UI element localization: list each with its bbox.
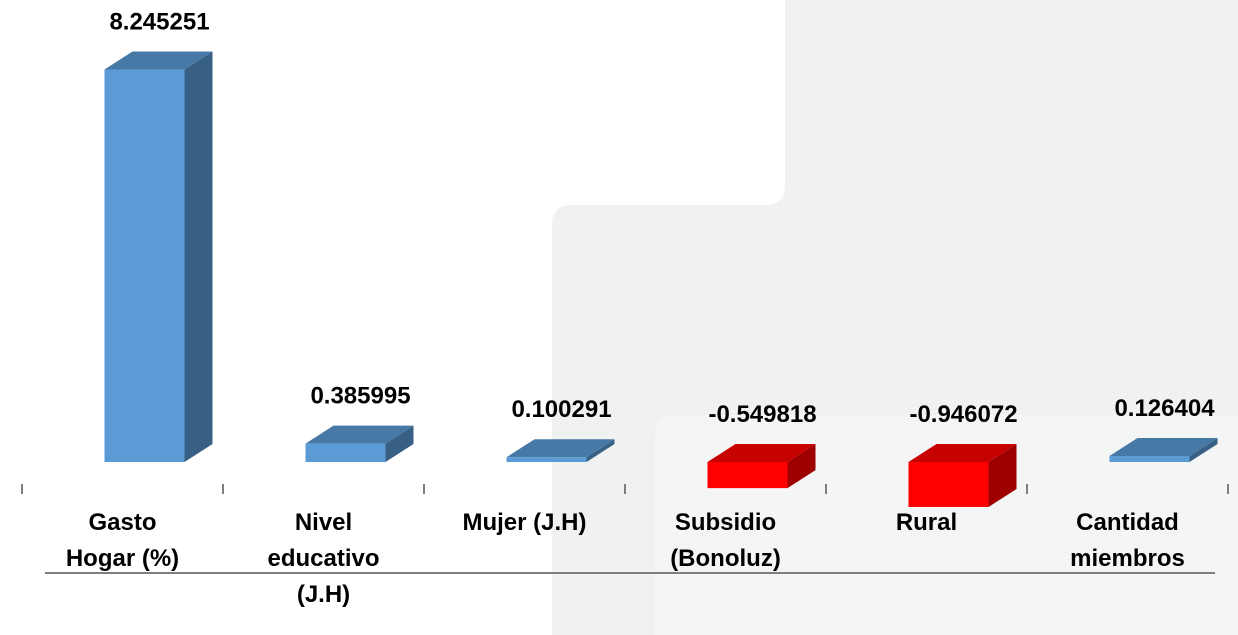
bar-top <box>305 425 414 444</box>
x-tick-label: Mujer (J.H) <box>462 509 587 536</box>
bar-top <box>908 444 1017 462</box>
x-tick-label: Rural <box>895 509 958 536</box>
value-label: 0.100291 <box>511 396 611 423</box>
value-label: 0.126404 <box>1114 395 1215 422</box>
bar <box>305 425 414 462</box>
bar-top <box>104 51 213 70</box>
bar <box>1109 437 1218 462</box>
x-tick-label: Cantidad miembros <box>1070 509 1185 572</box>
bar-front <box>1109 455 1190 462</box>
bar <box>104 51 213 462</box>
bar <box>707 444 816 489</box>
bar-side <box>988 444 1017 508</box>
bar-side <box>787 444 816 489</box>
bar-side <box>586 439 615 462</box>
x-tick-label: Subsidio (Bonoluz) <box>670 509 781 572</box>
bar-side <box>385 425 414 462</box>
bar-side <box>1189 437 1218 462</box>
bar-top <box>1109 437 1218 456</box>
bar <box>506 439 615 462</box>
bar-front <box>104 69 185 462</box>
bar-front <box>506 457 587 462</box>
value-label: -0.946072 <box>909 401 1017 428</box>
bar-side <box>184 51 213 462</box>
bar-front <box>707 462 788 489</box>
bar-front <box>305 443 386 462</box>
bar-top <box>707 444 816 462</box>
value-label: -0.549818 <box>708 401 816 428</box>
x-tick-label: Gasto Hogar (%) <box>65 509 180 572</box>
bar-top <box>506 439 615 458</box>
value-label: 0.385995 <box>310 383 410 410</box>
value-label: 8.245251 <box>109 9 209 36</box>
x-tick-label: Nivel educativo (J.H) <box>267 509 380 608</box>
bar <box>908 444 1017 508</box>
bar-front <box>908 462 989 508</box>
